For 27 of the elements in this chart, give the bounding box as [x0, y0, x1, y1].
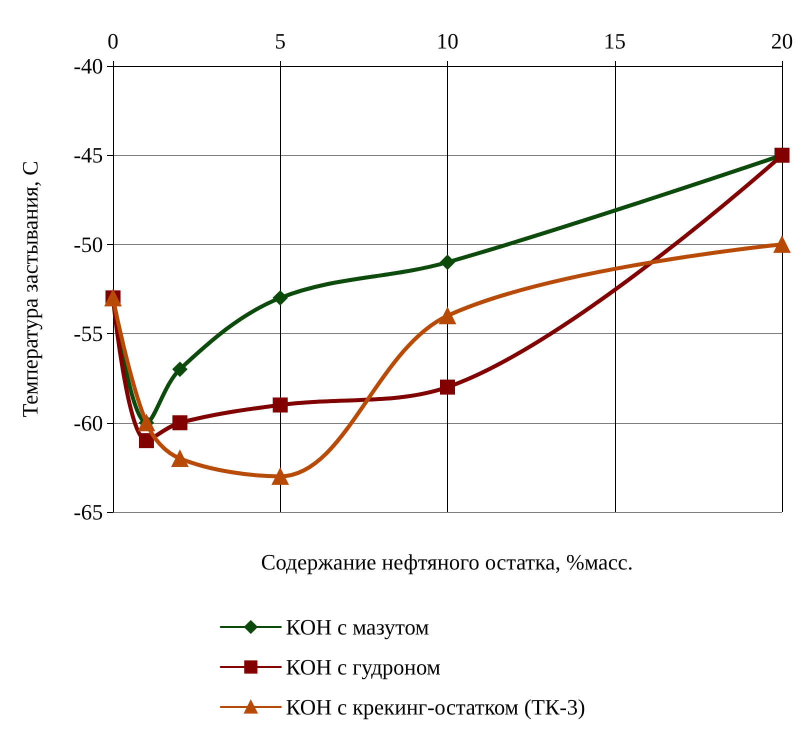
point [272, 397, 288, 412]
x-tick-label: 15 [604, 28, 626, 54]
y-tick-label: -55 [74, 321, 103, 346]
point [172, 362, 188, 377]
point [440, 380, 455, 395]
point [440, 254, 455, 270]
x-tick-label: 20 [771, 28, 793, 54]
legend-label: КОН с крекинг-остатком (ТК-3) [286, 694, 586, 720]
y-tick-label: -60 [74, 410, 103, 436]
y-tick-label: -40 [74, 54, 103, 78]
x-tick-label: 5 [274, 28, 286, 54]
y-tick-label: -45 [74, 142, 103, 168]
point [272, 290, 288, 306]
point [439, 307, 456, 324]
point [172, 415, 188, 430]
x-tick-label: 0 [108, 28, 118, 54]
point [138, 433, 154, 448]
x-tick-label: 10 [436, 28, 458, 54]
x-axis-title: Содержание нефтяного остатка, %масс. [260, 550, 634, 574]
y-tick-label: -50 [74, 232, 103, 257]
y-tick-label: -65 [74, 500, 103, 524]
point [171, 450, 188, 467]
legend-label: КОН с гудроном [286, 654, 441, 680]
y-axis-title: Температура застывания, С [18, 160, 42, 418]
legend-label: КОН с мазутом [286, 614, 430, 640]
point [272, 468, 289, 485]
point [774, 236, 790, 253]
